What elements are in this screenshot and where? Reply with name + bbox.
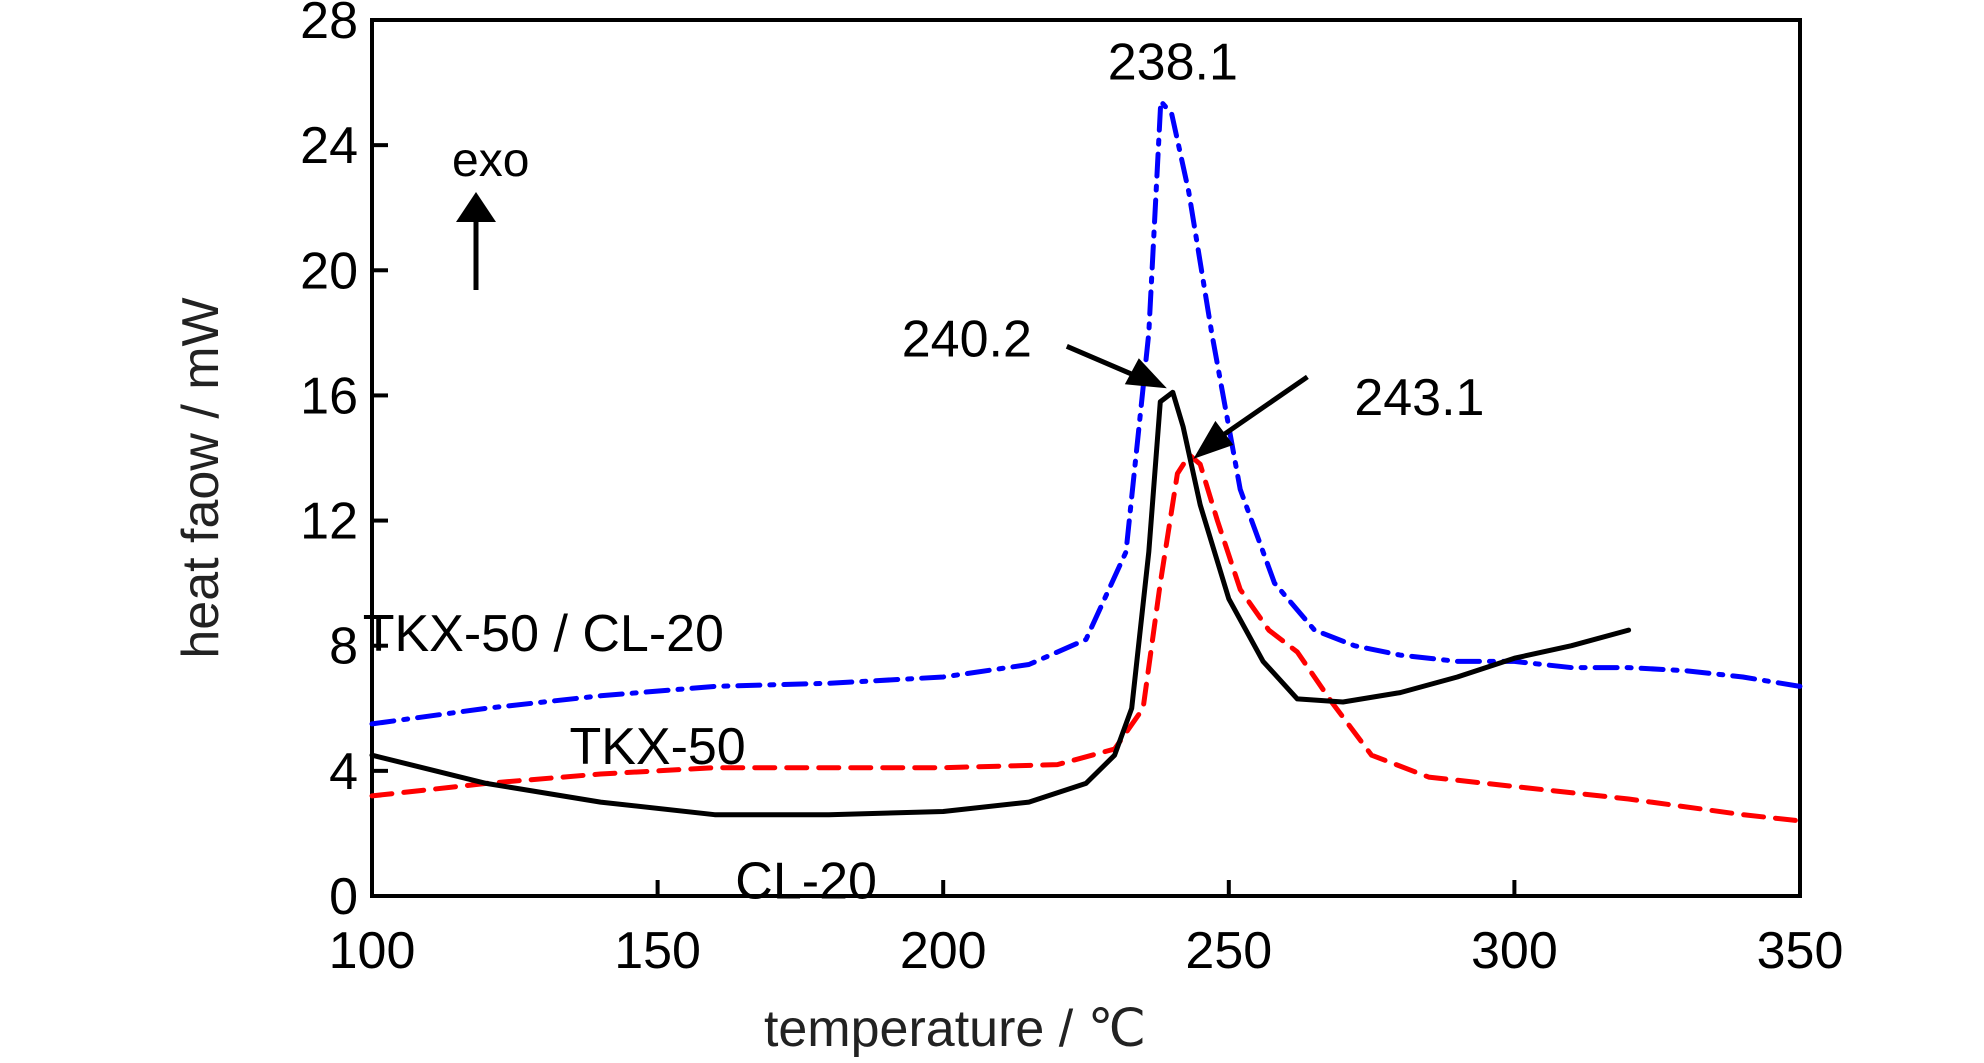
series-layer [369, 98, 1803, 824]
peak-annotation-cl20: 240.2 [902, 310, 1032, 368]
plot-border [370, 18, 1802, 898]
series-line-tkx-50 [369, 452, 1803, 824]
y-tick-label: 24 [300, 117, 358, 175]
x-tick-label: 200 [900, 922, 987, 980]
x-tick-label: 250 [1185, 922, 1272, 980]
label-layer: TKX-50 / CL-20 TKX-50 CL-20 238.1 240.2 243.1 [363, 33, 1485, 910]
exo-arrow-head-icon [456, 192, 496, 222]
x-tick-label: 150 [614, 922, 701, 980]
y-tick-label: 0 [329, 868, 358, 926]
annotation-arrow-head-icon [1193, 420, 1234, 459]
x-axis-label: temperature / ℃ [764, 1000, 1146, 1058]
y-tick-label: 8 [329, 618, 358, 676]
y-tick-label: 12 [300, 493, 358, 551]
series-line-tkx-50-cl-20 [369, 98, 1803, 727]
series-label: TKX-50 [569, 718, 745, 776]
x-tick-label: 100 [329, 922, 416, 980]
y-axis-label: heat faow / mW [172, 297, 230, 658]
y-tick-label: 20 [300, 242, 358, 300]
y-axis-ticks: 0 4 8 12 16 20 24 28 [300, 0, 388, 926]
y-tick-label: 4 [329, 743, 358, 801]
x-axis-ticks: 100 150 200 250 300 350 [329, 880, 1844, 980]
peak-annotation-tkx50-cl20: 238.1 [1108, 33, 1238, 91]
series-line-cl-20 [369, 389, 1632, 818]
annotation-arrow-cl20 [1065, 344, 1138, 379]
annotation-arrow-tkx50 [1221, 374, 1309, 437]
x-tick-label: 300 [1471, 922, 1558, 980]
y-tick-label: 16 [300, 367, 358, 425]
exo-label: exo [452, 134, 529, 187]
x-tick-label: 350 [1757, 922, 1844, 980]
series-label: TKX-50 / CL-20 [363, 605, 724, 663]
series-label: CL-20 [735, 852, 877, 910]
plot-frame [370, 18, 1802, 898]
exo-indicator: exo [452, 134, 529, 290]
peak-annotation-tkx50: 243.1 [1354, 369, 1484, 427]
y-tick-label: 28 [300, 0, 358, 50]
annotation-arrow-head-icon [1124, 358, 1167, 389]
